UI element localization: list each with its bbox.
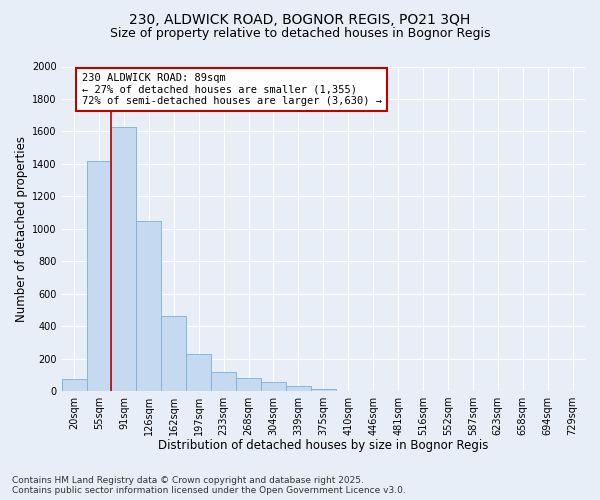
Bar: [62, 379, 86, 391]
Text: Size of property relative to detached houses in Bognor Regis: Size of property relative to detached ho…: [110, 28, 490, 40]
Bar: [211, 372, 236, 391]
Bar: [311, 388, 336, 391]
Y-axis label: Number of detached properties: Number of detached properties: [15, 136, 28, 322]
Text: 230, ALDWICK ROAD, BOGNOR REGIS, PO21 3QH: 230, ALDWICK ROAD, BOGNOR REGIS, PO21 3Q…: [130, 12, 470, 26]
Text: 230 ALDWICK ROAD: 89sqm
← 27% of detached houses are smaller (1,355)
72% of semi: 230 ALDWICK ROAD: 89sqm ← 27% of detache…: [82, 73, 382, 106]
Bar: [86, 160, 112, 391]
Bar: [161, 316, 186, 391]
X-axis label: Distribution of detached houses by size in Bognor Regis: Distribution of detached houses by size …: [158, 440, 488, 452]
Bar: [286, 386, 311, 391]
Bar: [261, 382, 286, 391]
Bar: [112, 126, 136, 391]
Bar: [136, 220, 161, 391]
Text: Contains HM Land Registry data © Crown copyright and database right 2025.
Contai: Contains HM Land Registry data © Crown c…: [12, 476, 406, 495]
Bar: [186, 354, 211, 391]
Bar: [236, 378, 261, 391]
